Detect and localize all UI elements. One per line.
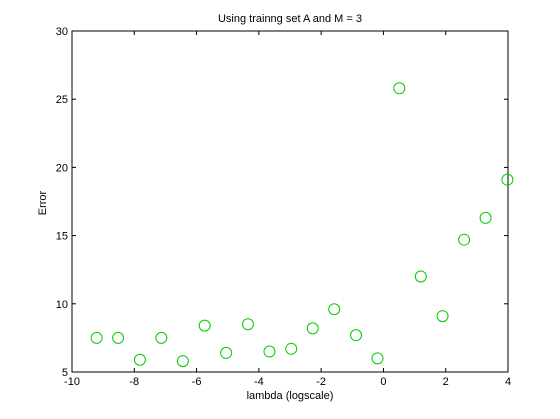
- data-point: [155, 331, 168, 344]
- data-point: [393, 82, 406, 95]
- data-point: [112, 331, 125, 344]
- data-point: [436, 310, 449, 323]
- chart-title: Using trainng set A and M = 3: [218, 13, 362, 25]
- data-point: [133, 353, 146, 366]
- data-point: [458, 233, 471, 246]
- data-point: [501, 173, 514, 186]
- data-point: [241, 318, 254, 331]
- x-tick-label: -4: [254, 376, 264, 388]
- x-axis-label: lambda (logscale): [247, 390, 334, 402]
- x-tick-label: -2: [316, 376, 326, 388]
- data-point: [479, 211, 492, 224]
- data-point: [414, 270, 427, 283]
- data-point: [90, 331, 103, 344]
- data-point: [328, 303, 341, 316]
- y-tick-label: 20: [56, 162, 68, 174]
- y-tick-label: 30: [56, 26, 68, 38]
- y-tick-label: 10: [56, 299, 68, 311]
- y-axis: 5 10 15 20 25 30: [56, 26, 508, 379]
- x-tick-label: -6: [192, 376, 202, 388]
- data-point: [198, 319, 211, 332]
- data-point: [220, 346, 233, 359]
- data-point: [371, 352, 384, 365]
- x-tick-label: 0: [380, 376, 386, 388]
- x-axis: -10 -8 -6 -4 -2 0 2 4: [64, 31, 511, 388]
- x-tick-label: 2: [443, 376, 449, 388]
- y-tick-label: 5: [62, 367, 68, 379]
- data-point: [350, 329, 363, 342]
- x-tick-label: -8: [129, 376, 139, 388]
- data-series: [90, 82, 514, 368]
- data-point: [176, 355, 189, 368]
- plot-area: [71, 30, 509, 373]
- x-tick-label: -10: [64, 376, 80, 388]
- data-point: [285, 342, 298, 355]
- data-point: [306, 322, 319, 335]
- x-tick-label: 4: [505, 376, 511, 388]
- y-tick-label: 25: [56, 94, 68, 106]
- y-axis-label: Error: [37, 190, 49, 215]
- data-point: [263, 345, 276, 358]
- y-tick-label: 15: [56, 231, 68, 243]
